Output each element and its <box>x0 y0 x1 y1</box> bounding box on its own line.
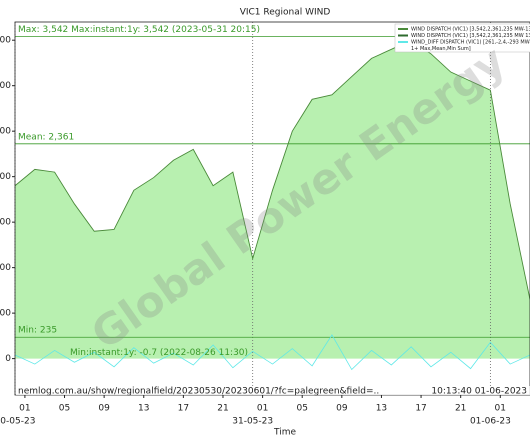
x-tick-label: 01 <box>19 404 30 414</box>
y-tick-label: 2,500 <box>0 127 11 137</box>
x-tick-label: 09 <box>336 404 348 414</box>
source: nemlog.com.au/show/regionalfield/2023053… <box>18 387 379 397</box>
date-label: 30-05-23 <box>0 417 35 427</box>
date-label: 01-06-23 <box>470 417 511 427</box>
x-tick-label: 13 <box>376 404 387 414</box>
ref-label: Mean: 2,361 <box>18 132 74 142</box>
x-tick-label: 09 <box>98 404 110 414</box>
x-tick-label: 21 <box>217 404 228 414</box>
chart-title: VIC1 Regional WIND <box>240 8 331 18</box>
legend-note: 1+ Max,Mean,Min Sum] <box>411 46 471 52</box>
plot-area <box>14 22 530 395</box>
legend-box <box>394 23 530 53</box>
ref-label: Min: 235 <box>18 326 57 336</box>
legend-label: WIND_DIFF DISPATCH (VIC1) [261,-2,4,-293… <box>411 40 530 46</box>
series-line <box>14 334 530 371</box>
ref-label: Max: 3,542 Max:instant:1y: 3,542 (2023-0… <box>18 25 260 35</box>
area <box>15 40 530 359</box>
date-label: 31-05-23 <box>232 417 273 427</box>
x-tick-label: 17 <box>178 404 189 414</box>
x-tick-label: 01 <box>257 404 268 414</box>
legend: WIND DISPATCH (VIC1) [3,542,2,361,235 MW… <box>394 23 530 53</box>
y-tick-label: 3,500 <box>0 36 11 46</box>
legend-label: WIND DISPATCH (VIC1) [3,542,2,361,235 MW… <box>411 33 530 39</box>
x-axis-label: Time <box>273 428 296 438</box>
series-line <box>14 39 530 300</box>
x-tick-label: 13 <box>138 404 149 414</box>
x-tick-label: 21 <box>455 404 466 414</box>
y-tick-label: 3,000 <box>0 81 11 91</box>
y-tick-label: 0 <box>5 354 11 364</box>
min-instant-label: Min:instant:1y: -0.7 (2022-08-26 11:30) <box>70 348 248 358</box>
y-tick-label: 2,000 <box>0 172 11 182</box>
y-tick-label: 1,500 <box>0 218 11 228</box>
legend-label: WIND DISPATCH (VIC1) [3,542,2,361,235 MW… <box>411 27 530 33</box>
x-tick-label: 05 <box>59 404 70 414</box>
y-tick-label: 500 <box>0 309 11 319</box>
timestamp: 10:13:40 01-06-2023 <box>431 387 527 397</box>
x-tick-label: 17 <box>415 404 426 414</box>
x-tick-label: 01 <box>495 404 506 414</box>
y-tick-label: 1,000 <box>0 263 11 273</box>
footer-bg <box>16 386 530 395</box>
x-tick-label: 05 <box>296 404 307 414</box>
